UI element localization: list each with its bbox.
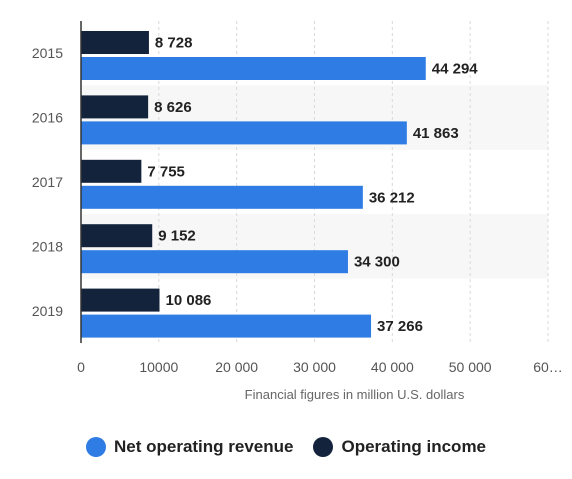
bar-chart: 8 728 44 294 8 626 41 863 7 755 36 212 9 152 34… xyxy=(32,21,563,402)
x-tick-label-3: 30 000 xyxy=(293,359,336,375)
bar-net-operating-revenue-2019 xyxy=(81,314,372,338)
x-tick-label-6: 60… xyxy=(533,359,563,375)
y-axis-ticks: 2015 2016 2017 2018 2019 xyxy=(32,45,63,319)
y-tick-label-2015: 2015 xyxy=(32,45,63,61)
legend-item-net-operating-revenue[interactable]: Net operating revenue xyxy=(85,437,294,457)
legend-marker-operating-income xyxy=(313,437,334,457)
legend-item-operating-income[interactable]: Operating income xyxy=(313,437,486,457)
bar-operating-income-2015 xyxy=(81,31,149,54)
y-tick-label-2018: 2018 xyxy=(32,238,63,254)
bar-net-operating-revenue-2017 xyxy=(81,185,363,209)
data-label-net-operating-revenue-2017: 36 212 xyxy=(369,189,415,206)
x-tick-label-2: 20 000 xyxy=(215,359,258,375)
x-tick-label-1: 10000 xyxy=(139,359,178,375)
y-tick-label-2016: 2016 xyxy=(32,110,63,126)
data-label-net-operating-revenue-2019: 37 266 xyxy=(377,318,423,335)
y-tick-label-2017: 2017 xyxy=(32,174,63,190)
data-label-operating-income-2017: 7 755 xyxy=(147,163,185,180)
bar-operating-income-2016 xyxy=(81,95,149,119)
data-label-operating-income-2019: 10 086 xyxy=(166,292,212,309)
legend: Net operating revenue Operating income xyxy=(0,437,572,457)
data-label-operating-income-2015: 8 728 xyxy=(155,35,193,52)
legend-label: Operating income xyxy=(341,437,487,456)
x-tick-label-0: 0 xyxy=(77,359,85,375)
y-tick-label-2019: 2019 xyxy=(32,303,63,319)
bar-operating-income-2018 xyxy=(81,224,153,248)
data-label-net-operating-revenue-2018: 34 300 xyxy=(354,254,400,271)
x-tick-label-5: 50 000 xyxy=(449,359,492,375)
data-labels: 8 728 44 294 8 626 41 863 7 755 36 212 9 152 34… xyxy=(147,35,478,336)
data-label-net-operating-revenue-2015: 44 294 xyxy=(432,61,479,78)
x-tick-label-4: 40 000 xyxy=(371,359,414,375)
bar-net-operating-revenue-2016 xyxy=(81,121,407,145)
bars xyxy=(81,31,426,338)
bar-net-operating-revenue-2015 xyxy=(81,57,426,80)
data-label-net-operating-revenue-2016: 41 863 xyxy=(413,125,459,142)
data-label-operating-income-2016: 8 626 xyxy=(154,99,192,116)
bar-operating-income-2017 xyxy=(81,159,142,183)
x-axis-title: Financial figures in million U.S. dollar… xyxy=(245,387,465,402)
legend-marker-net-operating-revenue xyxy=(85,437,106,457)
legend-label: Net operating revenue xyxy=(113,437,294,456)
bar-net-operating-revenue-2018 xyxy=(81,250,348,274)
x-axis-ticks: 0 10000 20 000 30 000 40 000 50 000 60… xyxy=(77,359,563,375)
data-label-operating-income-2018: 9 152 xyxy=(158,228,196,245)
bar-operating-income-2019 xyxy=(81,288,160,312)
